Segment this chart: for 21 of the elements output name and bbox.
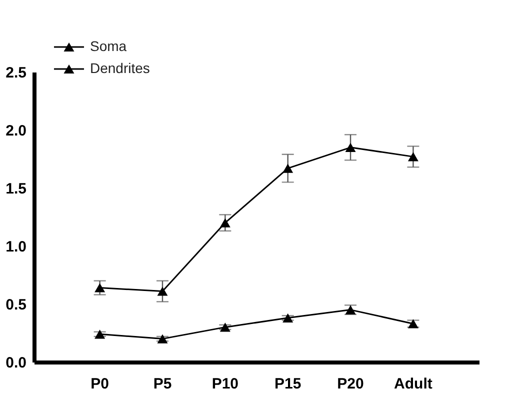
point [94, 283, 106, 292]
point [345, 142, 356, 152]
x-tick-label: P15 [274, 376, 302, 392]
legend-label: Dendrites [90, 60, 150, 76]
y-tick-label: 2.5 [6, 64, 26, 82]
y-tick-label: 1.5 [6, 180, 26, 198]
x-tick-label: P10 [212, 376, 239, 392]
y-tick-label: 0.5 [6, 296, 26, 314]
point [282, 164, 294, 173]
x-tick-label: P0 [90, 376, 109, 392]
point [220, 218, 230, 228]
x-tick-label: P5 [153, 376, 172, 392]
point [157, 286, 168, 296]
point [408, 152, 418, 162]
y-tick-label: 0.0 [6, 354, 26, 372]
y-tick-label: 2.0 [6, 122, 26, 140]
x-tick-label: Adult [394, 376, 432, 392]
point [282, 313, 294, 322]
x-tick-label: P20 [337, 376, 364, 392]
legend-label: Soma [90, 38, 127, 54]
y-tick-label: 1.0 [6, 238, 26, 256]
